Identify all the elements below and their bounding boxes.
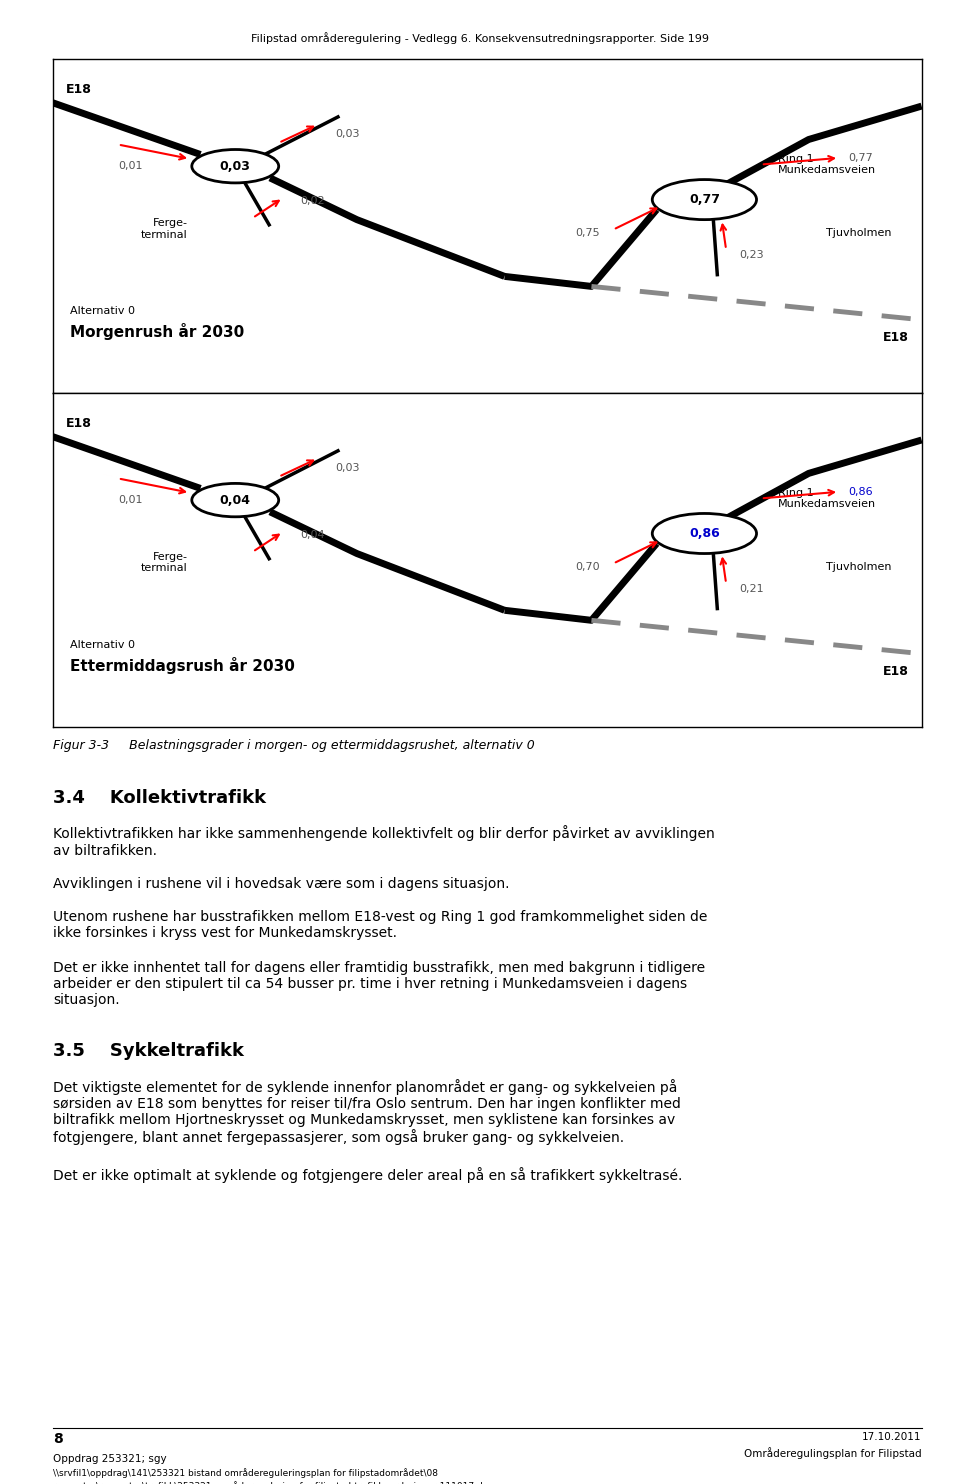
Text: 0,77: 0,77 <box>848 153 873 163</box>
Text: Alternativ 0: Alternativ 0 <box>70 306 135 316</box>
Text: 0,03: 0,03 <box>335 463 360 473</box>
Text: Det viktigste elementet for de syklende innenfor planområdet er gang- og sykkelv: Det viktigste elementet for de syklende … <box>53 1079 681 1146</box>
Text: 0,02: 0,02 <box>300 196 325 206</box>
Text: \\srvfil1\oppdrag\141\253321 bistand områdereguleringsplan for filipstadområdet\: \\srvfil1\oppdrag\141\253321 bistand omr… <box>53 1468 438 1478</box>
Text: 0,23: 0,23 <box>739 249 764 260</box>
Text: 0,04: 0,04 <box>300 530 325 540</box>
Text: Tjuvholmen: Tjuvholmen <box>826 562 892 571</box>
Text: 3.4    Kollektivtrafikk: 3.4 Kollektivtrafikk <box>53 789 266 807</box>
Text: 0,01: 0,01 <box>119 496 143 505</box>
Text: E18: E18 <box>882 331 908 344</box>
Text: Tjuvholmen: Tjuvholmen <box>826 229 892 237</box>
Text: 0,86: 0,86 <box>689 527 720 540</box>
Circle shape <box>192 484 278 516</box>
Text: 0,03: 0,03 <box>220 160 251 172</box>
Text: E18: E18 <box>66 417 92 430</box>
Text: E18: E18 <box>882 665 908 678</box>
Text: Det er ikke optimalt at syklende og fotgjengere deler areal på en så trafikkert : Det er ikke optimalt at syklende og fotg… <box>53 1168 683 1183</box>
Text: Oppdrag 253321; sgy: Oppdrag 253321; sgy <box>53 1454 166 1465</box>
Text: Områderegulingsplan for Filipstad: Områderegulingsplan for Filipstad <box>744 1447 922 1459</box>
Text: Ferge-
terminal: Ferge- terminal <box>141 218 187 239</box>
Text: 17.10.2011: 17.10.2011 <box>862 1432 922 1442</box>
Text: 0,04: 0,04 <box>220 494 251 506</box>
Text: rapporter\rapporter\trafikk\253321-områderegulering for filipstad-trafikkvurderi: rapporter\rapporter\trafikk\253321-områd… <box>53 1481 498 1484</box>
Text: 0,70: 0,70 <box>575 562 599 571</box>
Text: 0,01: 0,01 <box>119 162 143 171</box>
Text: 0,77: 0,77 <box>689 193 720 206</box>
Text: 0,75: 0,75 <box>575 229 599 237</box>
Text: Avviklingen i rushene vil i hovedsak være som i dagens situasjon.: Avviklingen i rushene vil i hovedsak vær… <box>53 877 510 890</box>
Text: 0,21: 0,21 <box>739 583 764 594</box>
Text: Filipstad områderegulering - Vedlegg 6. Konsekvensutredningsrapporter. Side 199: Filipstad områderegulering - Vedlegg 6. … <box>251 31 709 45</box>
Text: 0,86: 0,86 <box>848 487 873 497</box>
Circle shape <box>652 513 756 554</box>
Text: Alternativ 0: Alternativ 0 <box>70 641 135 650</box>
Text: 0,03: 0,03 <box>335 129 360 139</box>
Text: Figur 3-3     Belastningsgrader i morgen- og ettermiddagsrushet, alternativ 0: Figur 3-3 Belastningsgrader i morgen- og… <box>53 739 535 752</box>
Text: 3.5    Sykkeltrafikk: 3.5 Sykkeltrafikk <box>53 1042 244 1060</box>
Text: Utenom rushene har busstrafikken mellom E18-vest og Ring 1 god framkommelighet s: Utenom rushene har busstrafikken mellom … <box>53 910 708 939</box>
Circle shape <box>652 180 756 220</box>
Text: 8: 8 <box>53 1432 62 1445</box>
Circle shape <box>192 150 278 183</box>
Text: Ettermiddagsrush år 2030: Ettermiddagsrush år 2030 <box>70 657 295 674</box>
Text: Ferge-
terminal: Ferge- terminal <box>141 552 187 573</box>
Text: Ring 1
Munkedamsveien: Ring 1 Munkedamsveien <box>779 154 876 175</box>
Text: Det er ikke innhentet tall for dagens eller framtidig busstrafikk, men med bakgr: Det er ikke innhentet tall for dagens el… <box>53 962 705 1008</box>
Text: Ring 1
Munkedamsveien: Ring 1 Munkedamsveien <box>779 488 876 509</box>
Text: Morgenrush år 2030: Morgenrush år 2030 <box>70 324 245 340</box>
Text: Kollektivtrafikken har ikke sammenhengende kollektivfelt og blir derfor påvirket: Kollektivtrafikken har ikke sammenhengen… <box>53 825 714 858</box>
Text: E18: E18 <box>66 83 92 96</box>
